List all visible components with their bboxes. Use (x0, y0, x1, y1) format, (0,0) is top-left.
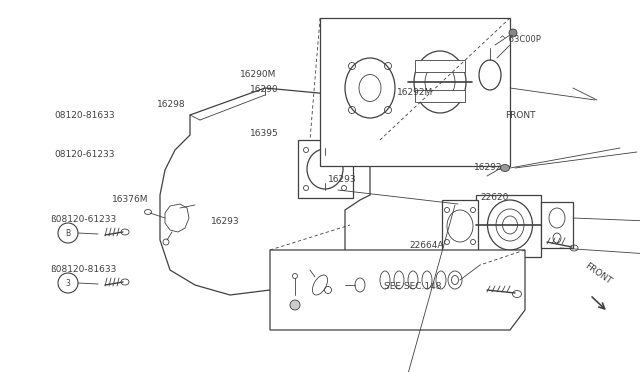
Text: ^ 63C00P: ^ 63C00P (499, 35, 541, 44)
Ellipse shape (342, 148, 346, 153)
Polygon shape (165, 204, 189, 232)
Bar (476, 195, 541, 257)
Bar (442, 200, 478, 252)
Text: 16290: 16290 (250, 85, 278, 94)
Bar (320, 18, 510, 166)
Text: 16293: 16293 (328, 176, 356, 185)
Ellipse shape (145, 209, 152, 215)
Ellipse shape (303, 148, 308, 153)
Ellipse shape (303, 186, 308, 190)
Bar (298, 140, 353, 198)
Polygon shape (270, 250, 525, 330)
Circle shape (58, 223, 78, 243)
Circle shape (58, 273, 78, 293)
Text: 08120-61233: 08120-61233 (54, 150, 115, 159)
Text: FRONT: FRONT (506, 111, 536, 120)
Ellipse shape (500, 164, 509, 171)
Ellipse shape (290, 300, 300, 310)
Text: ß08120-81633: ß08120-81633 (50, 266, 116, 275)
Text: 3: 3 (65, 279, 70, 288)
Text: B: B (65, 228, 70, 237)
Ellipse shape (509, 29, 517, 37)
Text: 16298: 16298 (157, 100, 186, 109)
Text: 16395: 16395 (250, 129, 278, 138)
Text: SEE SEC.148: SEE SEC.148 (384, 282, 442, 291)
Text: FRONT: FRONT (583, 262, 613, 286)
Polygon shape (160, 88, 370, 295)
Text: 22620: 22620 (480, 193, 508, 202)
Text: 16292: 16292 (474, 163, 502, 172)
Bar (415, 60, 465, 72)
Text: 22664A: 22664A (410, 241, 444, 250)
Bar (541, 202, 573, 248)
Bar (415, 90, 465, 102)
Ellipse shape (342, 186, 346, 190)
Text: ß08120-61233: ß08120-61233 (50, 215, 116, 224)
Text: 16376M: 16376M (112, 195, 148, 203)
Text: 16292M: 16292M (397, 88, 433, 97)
Text: 16290M: 16290M (240, 70, 276, 79)
Text: 16293: 16293 (211, 217, 240, 226)
Text: 08120-81633: 08120-81633 (54, 111, 115, 120)
